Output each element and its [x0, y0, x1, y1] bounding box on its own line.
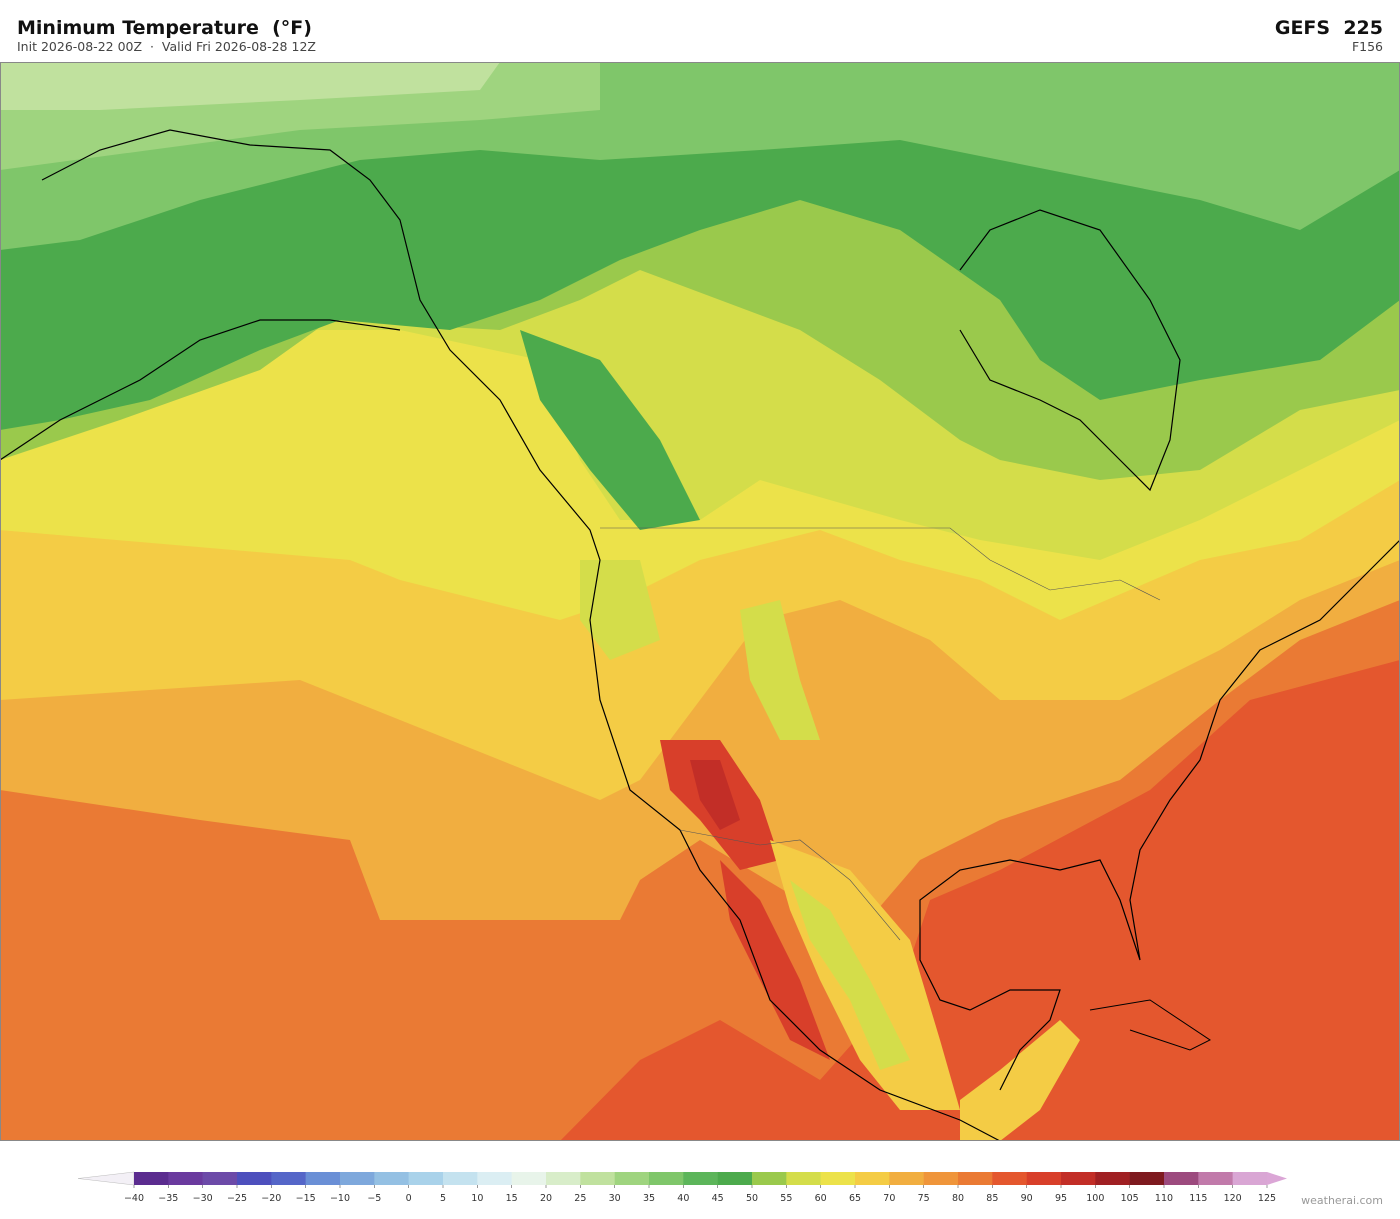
colorbar-segment	[614, 1172, 650, 1185]
colorbar-label: 15	[506, 1193, 518, 1204]
title: Minimum Temperature (°F)	[17, 17, 312, 39]
colorbar-segment	[752, 1172, 787, 1185]
watermark: weatherai.com	[1301, 1194, 1383, 1207]
colorbar-segment	[923, 1172, 959, 1185]
colorbar-segment	[443, 1172, 478, 1185]
colorbar-segment	[374, 1172, 409, 1185]
colorbar-segment	[649, 1172, 684, 1185]
colorbar-segment	[683, 1172, 718, 1185]
colorbar-label: 0	[406, 1193, 412, 1204]
colorbar-segment	[305, 1172, 341, 1185]
colorbar-segment	[1061, 1172, 1096, 1185]
colorbar-segment	[820, 1172, 856, 1185]
colorbar-label: 55	[780, 1193, 792, 1204]
colorbar-label: 40	[677, 1193, 689, 1204]
colorbar-segment	[889, 1172, 924, 1185]
colorbar-label: 100	[1086, 1193, 1104, 1204]
colorbar: −40 −35 −30 −25 −20 −15 −10 −5 0 5 10 15 20 25 30 35 40 4…	[77, 1171, 1287, 1204]
colorbar-segment	[271, 1172, 306, 1185]
colorbar-label: 65	[849, 1193, 861, 1204]
colorbar-segment	[134, 1172, 169, 1185]
colorbar-label: −20	[261, 1193, 281, 1204]
colorbar-label: 110	[1155, 1193, 1173, 1204]
colorbar-segment	[237, 1172, 272, 1185]
colorbar-label: 80	[952, 1193, 964, 1204]
map	[0, 62, 1400, 1141]
colorbar-segment	[580, 1172, 615, 1185]
colorbar-label: 90	[1021, 1193, 1033, 1204]
colorbar-segment	[1026, 1172, 1062, 1185]
colorbar-segment	[202, 1172, 238, 1185]
colorbar-label: 75	[918, 1193, 930, 1204]
colorbar-label: 5	[440, 1193, 446, 1204]
colorbar-label: 45	[712, 1193, 724, 1204]
colorbar-over	[1267, 1172, 1287, 1185]
colorbar-segment	[958, 1172, 993, 1185]
subtitle: Init 2026-08-22 00Z · Valid Fri 2026-08-…	[17, 39, 316, 54]
colorbar-segment	[511, 1172, 547, 1185]
colorbar-segment	[786, 1172, 821, 1185]
colorbar-segment	[1095, 1172, 1130, 1185]
colorbar-label: 30	[609, 1193, 621, 1204]
colorbar-label: 70	[883, 1193, 895, 1204]
model-label: GEFS 225	[1275, 17, 1383, 39]
colorbar-segment	[477, 1172, 512, 1185]
colorbar-label: 35	[643, 1193, 655, 1204]
colorbar-label: −5	[367, 1193, 381, 1204]
colorbar-label: 95	[1055, 1193, 1067, 1204]
colorbar-segment	[1232, 1172, 1268, 1185]
colorbar-label: −10	[330, 1193, 350, 1204]
colorbar-label: 120	[1224, 1193, 1242, 1204]
colorbar-label: −30	[193, 1193, 213, 1204]
colorbar-label: −40	[124, 1193, 144, 1204]
colorbar-label: −15	[296, 1193, 316, 1204]
colorbar-segment	[408, 1172, 444, 1185]
colorbar-label: 20	[540, 1193, 552, 1204]
colorbar-label: 60	[815, 1193, 827, 1204]
colorbar-label: −35	[158, 1193, 178, 1204]
colorbar-segment	[1164, 1172, 1199, 1185]
colorbar-label: 125	[1258, 1193, 1276, 1204]
colorbar-label: 10	[471, 1193, 483, 1204]
colorbar-label: 50	[746, 1193, 758, 1204]
colorbar-label: 25	[574, 1193, 586, 1204]
colorbar-segment	[168, 1172, 203, 1185]
colorbar-segment	[546, 1172, 581, 1185]
colorbar-segment	[340, 1172, 375, 1185]
colorbar-segment	[1198, 1172, 1233, 1185]
colorbar-label: 115	[1189, 1193, 1207, 1204]
colorbar-label: 105	[1121, 1193, 1139, 1204]
colorbar-label: −25	[227, 1193, 247, 1204]
colorbar-segment	[855, 1172, 890, 1185]
colorbar-segment	[717, 1172, 753, 1185]
colorbar-segment	[992, 1172, 1027, 1185]
forecast-hour: F156	[1352, 39, 1383, 54]
colorbar-segment	[1129, 1172, 1165, 1185]
colorbar-label: 85	[986, 1193, 998, 1204]
